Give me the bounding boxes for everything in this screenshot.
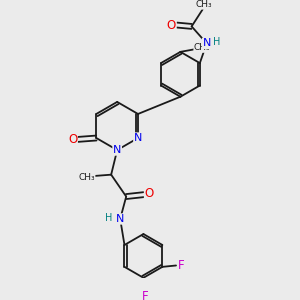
Text: CH₃: CH₃ — [78, 173, 95, 182]
Text: N: N — [202, 38, 211, 48]
Text: CH₃: CH₃ — [194, 43, 211, 52]
Text: O: O — [145, 187, 154, 200]
Text: H: H — [213, 37, 221, 47]
Text: F: F — [142, 290, 148, 300]
Text: N: N — [116, 214, 124, 224]
Text: N: N — [134, 133, 142, 143]
Text: H: H — [105, 213, 112, 223]
Text: O: O — [167, 19, 176, 32]
Text: O: O — [68, 133, 77, 146]
Text: CH₃: CH₃ — [196, 0, 212, 9]
Text: N: N — [113, 145, 122, 155]
Text: F: F — [178, 259, 184, 272]
